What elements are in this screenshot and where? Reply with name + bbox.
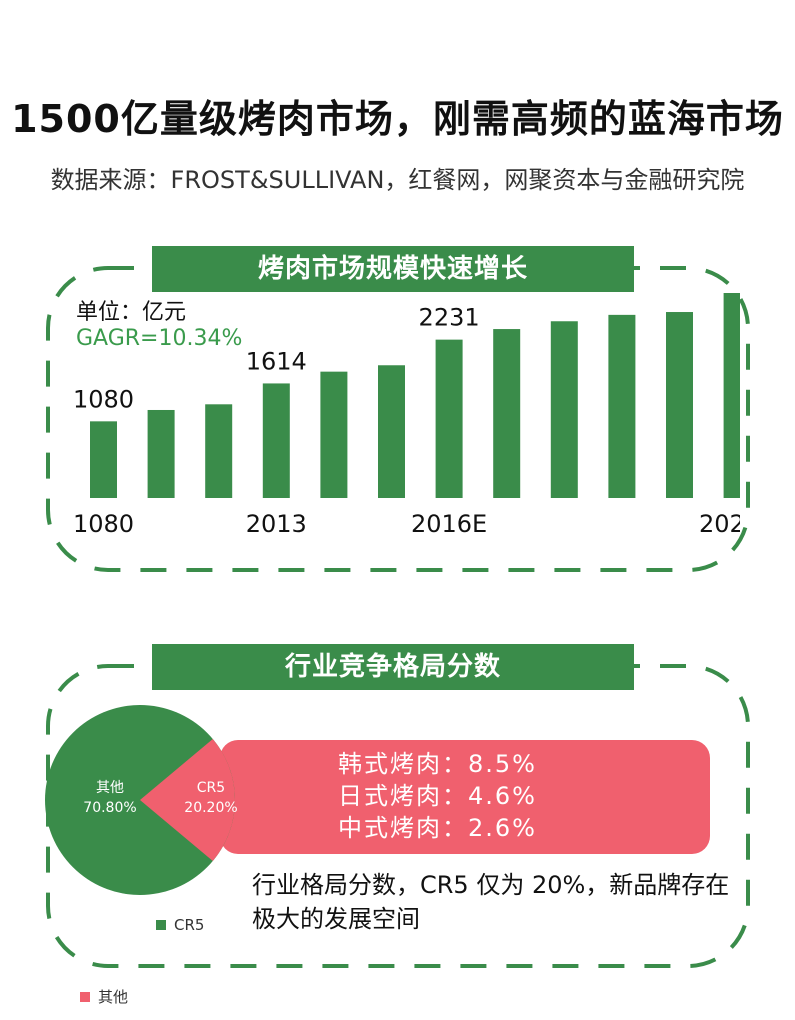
bar xyxy=(435,339,463,498)
bar-value-label: 1614 xyxy=(246,347,307,375)
bar xyxy=(147,409,175,498)
bar xyxy=(723,293,740,498)
bar xyxy=(550,321,578,498)
pie-label-cr5: CR5 xyxy=(197,780,225,796)
legend-item-other: 其他 xyxy=(80,986,128,1007)
bar-category-label: 1080 xyxy=(73,510,134,538)
bar xyxy=(378,365,405,498)
cr5-line-korean: 韩式烤肉：8.5% xyxy=(338,750,537,778)
bar xyxy=(205,404,233,498)
pie-label-other: 其他 xyxy=(96,780,124,796)
competition-pie-chart: 其他 70.80% CR5 20.20% xyxy=(45,705,238,895)
bar-value-label: 1080 xyxy=(73,385,134,413)
pie-pct-other: 70.80% xyxy=(83,800,136,816)
legend-swatch-other xyxy=(80,991,90,1002)
cagr-label: GAGR=10.34% xyxy=(76,326,243,351)
cr5-breakdown-box: 韩式烤肉：8.5% 日式烤肉：4.6% 中式烤肉：2.6% xyxy=(220,740,710,854)
pie-pct-cr5: 20.20% xyxy=(184,800,237,816)
legend-item-cr5: CR5 xyxy=(156,916,204,934)
bar-category-label: 2013 xyxy=(246,510,307,538)
bar-value-label: 2888 xyxy=(707,280,740,285)
cr5-line-japanese: 日式烤肉：4.6% xyxy=(338,782,537,810)
bar-value-label: 2231 xyxy=(419,304,480,332)
page-title: 1500亿量级烤肉市场，刚需高频的蓝海市场 xyxy=(11,97,784,141)
bar xyxy=(320,371,348,498)
data-source: 数据来源：FROST&SULLIVAN，红餐网，网聚资本与金融研究院 xyxy=(50,166,745,194)
legend-swatch-cr5 xyxy=(156,920,166,930)
bar-category-label: 2016E xyxy=(411,510,487,538)
competition-note: 行业格局分数，CR5 仅为 20%，新品牌存在极大的发展空间 xyxy=(252,871,730,933)
legend-label-other: 其他 xyxy=(98,988,129,1006)
bar-category-label: 2020E xyxy=(699,510,740,538)
legend-label-cr5: CR5 xyxy=(174,916,205,934)
bar xyxy=(608,314,636,498)
bar xyxy=(262,383,290,498)
bar xyxy=(666,312,693,498)
bar xyxy=(493,329,521,498)
unit-label: 单位：亿元 xyxy=(76,300,187,325)
cr5-breakdown-list: 韩式烤肉：8.5% 日式烤肉：4.6% 中式烤肉：2.6% xyxy=(338,748,537,844)
cr5-line-chinese: 中式烤肉：2.6% xyxy=(338,814,537,842)
bar xyxy=(90,421,117,498)
pie-slice-cr5 xyxy=(140,738,236,862)
market-panel-header: 烤肉市场规模快速增长 xyxy=(152,246,634,292)
market-size-bar-chart: 1080 1080 1614 2013 2231 2016E 2888 2020E xyxy=(73,280,740,538)
competition-panel-header: 行业竞争格局分数 xyxy=(152,644,634,690)
